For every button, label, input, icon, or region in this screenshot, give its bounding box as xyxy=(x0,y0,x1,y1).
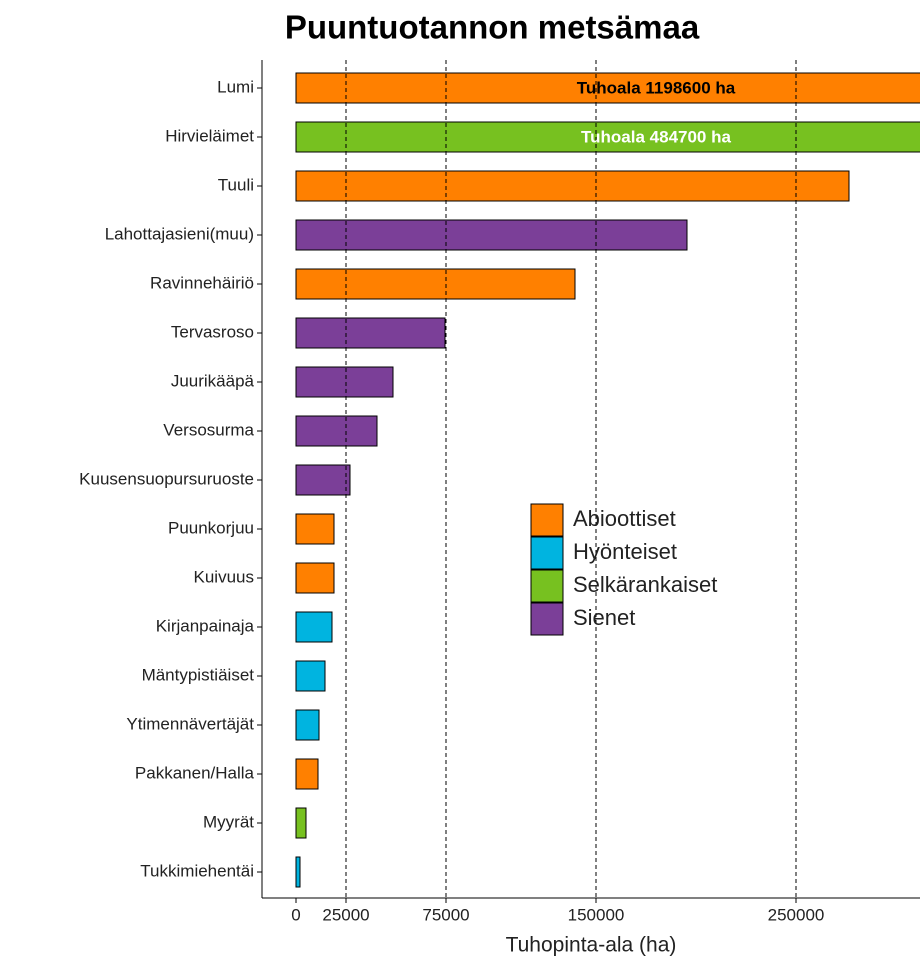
bar xyxy=(295,807,307,839)
y-tick-label: Tuuli xyxy=(218,175,254,194)
bar xyxy=(295,121,920,153)
bar xyxy=(295,611,333,643)
x-tick-label: 25000 xyxy=(322,905,369,924)
y-tick-label: Mäntypistiäiset xyxy=(142,665,255,684)
x-axis-title: Tuhopinta-ala (ha) xyxy=(506,934,677,957)
bar xyxy=(295,513,335,545)
y-tick-label: Versosurma xyxy=(163,420,254,439)
y-tick-label: Kuivuus xyxy=(194,567,254,586)
legend-label: Sienet xyxy=(573,605,635,630)
bar xyxy=(295,366,394,398)
legend-swatch xyxy=(530,536,564,570)
bar xyxy=(295,562,335,594)
bar xyxy=(295,660,326,692)
bar xyxy=(295,219,688,251)
annotation: Tuhoala 1198600 ha xyxy=(577,78,736,97)
legend-swatch xyxy=(530,569,564,603)
y-tick-label: Kirjanpainaja xyxy=(156,616,255,635)
bar xyxy=(295,464,351,496)
legend-swatch xyxy=(530,602,564,636)
y-tick-label: Hirvieläimet xyxy=(165,126,254,145)
bar xyxy=(295,415,378,447)
legend-label: Hyönteiset xyxy=(573,539,677,564)
legend-label: Abioottiset xyxy=(573,506,676,531)
y-tick-label: Tukkimiehentäi xyxy=(140,861,254,880)
legend-swatch xyxy=(530,503,564,537)
y-tick-label: Lumi xyxy=(217,77,254,96)
y-tick-label: Kuusensuopursuruoste xyxy=(79,469,254,488)
annotation: Tuhoala 484700 ha xyxy=(581,127,731,146)
y-tick-label: Puunkorjuu xyxy=(168,518,254,537)
y-tick-label: Tervasroso xyxy=(171,322,254,341)
x-tick-label: 0 xyxy=(291,905,300,924)
legend-label: Selkärankaiset xyxy=(573,572,717,597)
x-tick-label: 75000 xyxy=(422,905,469,924)
chart-title: Puuntuotannon metsämaa xyxy=(285,9,700,46)
y-tick-label: Lahottajasieni(muu) xyxy=(105,224,254,243)
bar xyxy=(295,268,576,300)
bar xyxy=(295,709,320,741)
bar xyxy=(295,317,446,349)
y-tick-label: Pakkanen/Halla xyxy=(135,763,255,782)
y-tick-label: Myyrät xyxy=(203,812,254,831)
y-tick-label: Ytimennävertäjät xyxy=(126,714,254,733)
bars xyxy=(295,72,920,888)
x-tick-label: 250000 xyxy=(768,905,825,924)
bar xyxy=(295,72,920,104)
bar xyxy=(295,170,850,202)
bar xyxy=(295,758,319,790)
x-tick-label: 150000 xyxy=(568,905,625,924)
y-tick-label: Ravinnehäiriö xyxy=(150,273,254,292)
bar xyxy=(295,856,301,888)
y-tick-label: Juurikääpä xyxy=(171,371,255,390)
